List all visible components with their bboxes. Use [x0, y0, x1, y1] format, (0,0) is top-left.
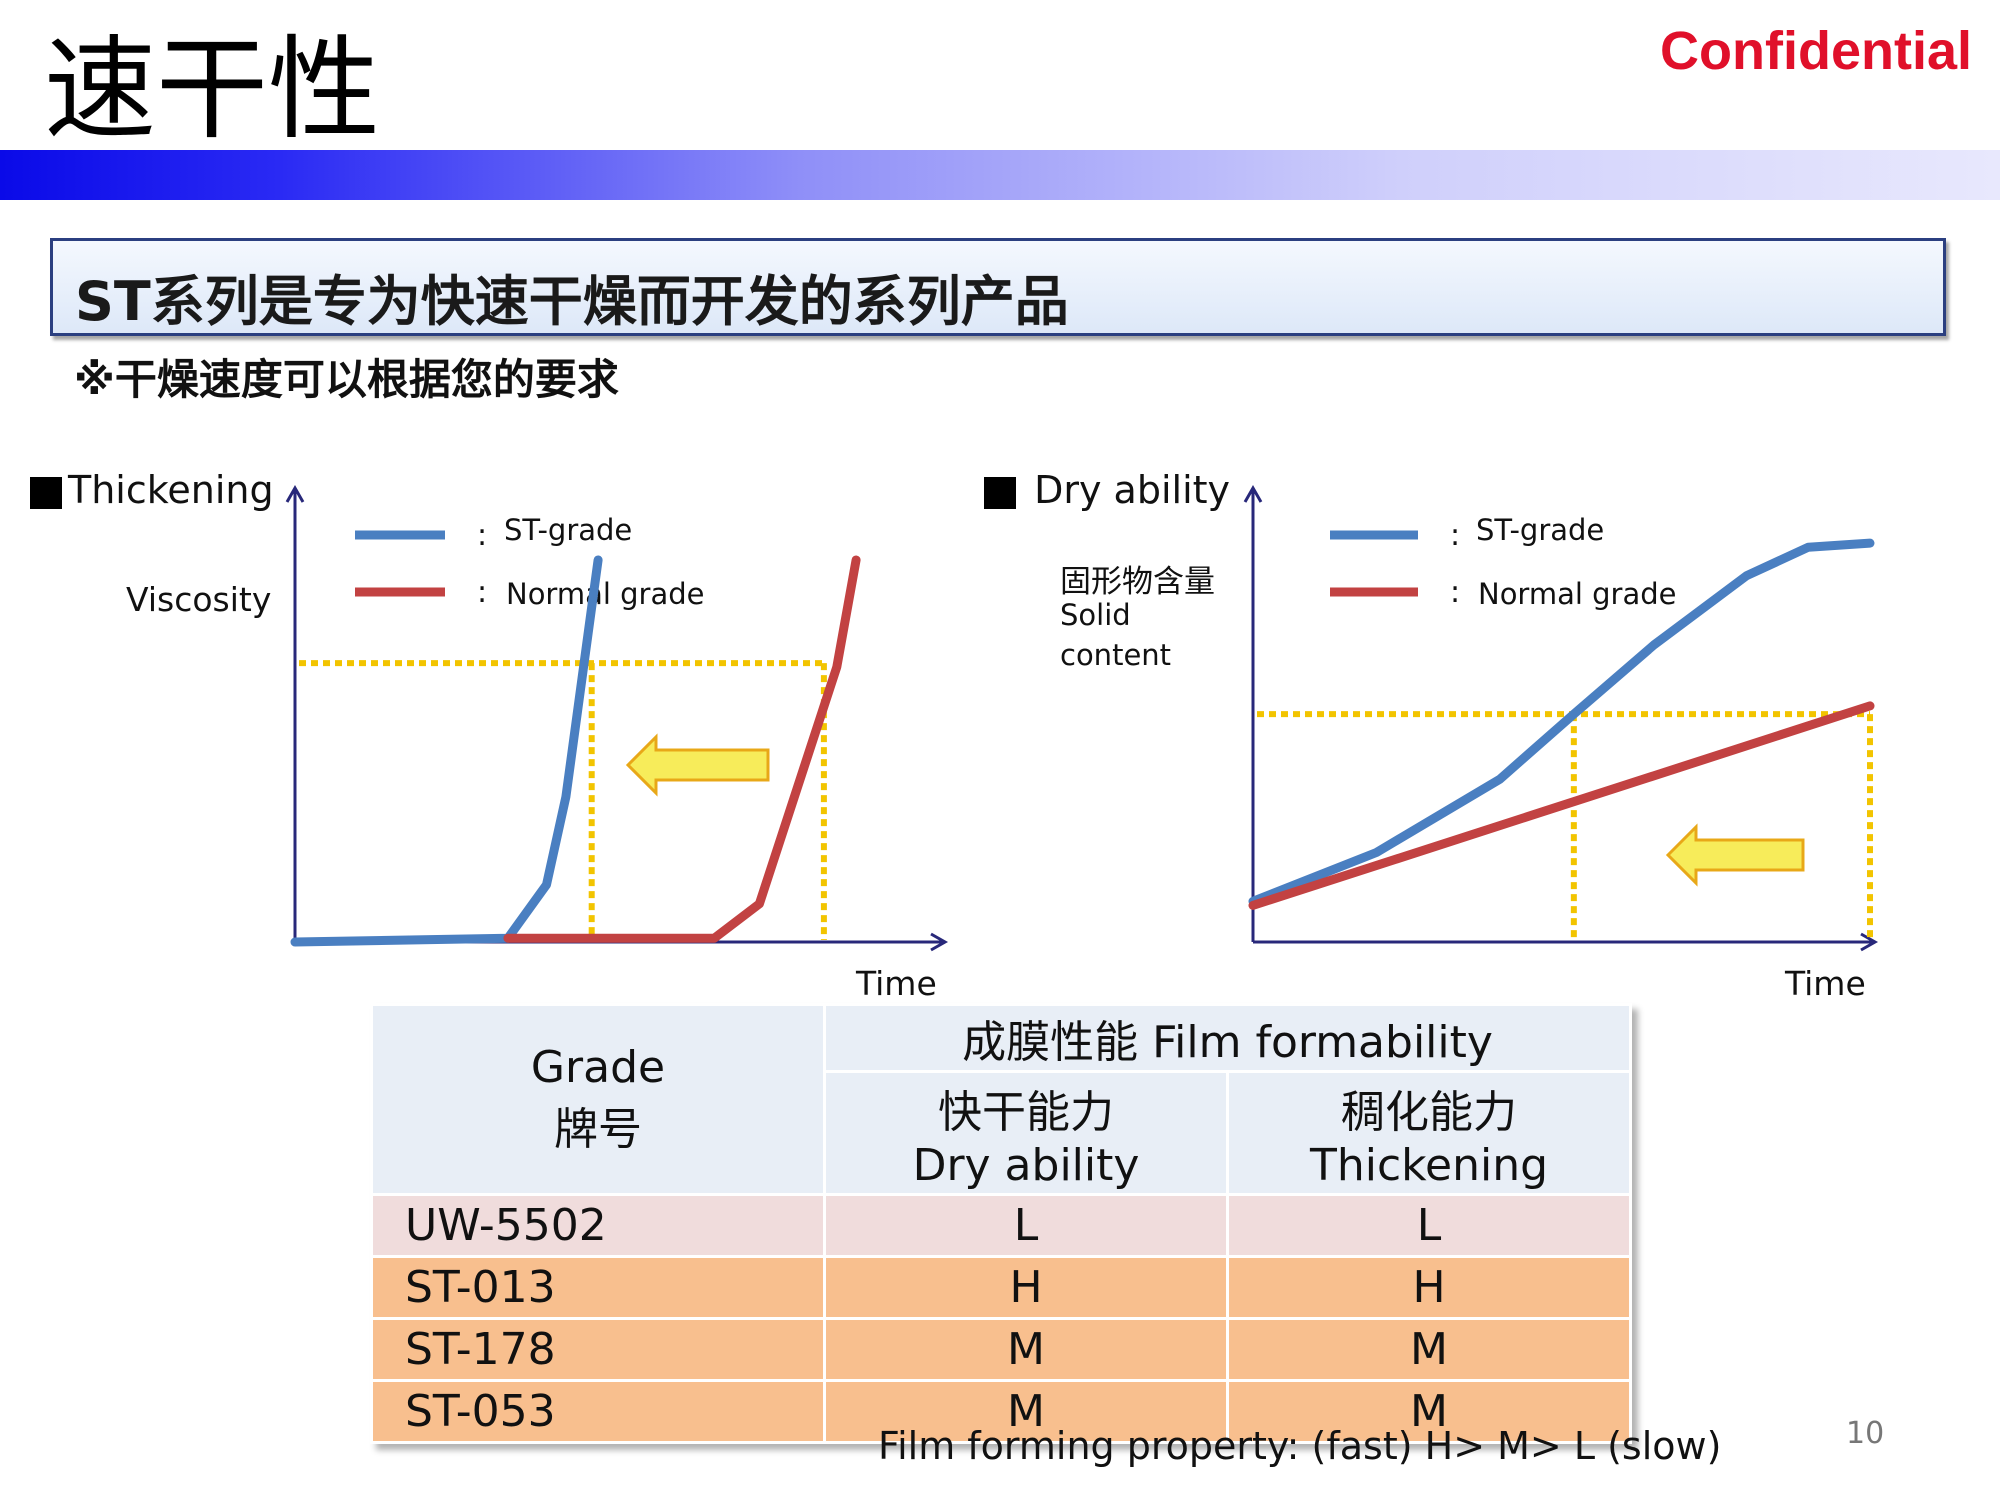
dry-cell: M	[823, 1379, 1229, 1444]
left-legend-colon: :	[477, 518, 487, 553]
left-chart-title-text: Thickening	[68, 468, 274, 512]
right-y-label-en-2: content	[1060, 638, 1172, 672]
table-row: ST-178 M M	[370, 1317, 1632, 1382]
thick-header-cn: 稠化能力	[1341, 1086, 1517, 1138]
bullet-square-icon	[984, 476, 1016, 509]
dry-header-en: Dry ability	[912, 1139, 1140, 1191]
thick-cell: H	[1226, 1255, 1632, 1320]
thick-cell: M	[1226, 1379, 1632, 1444]
right-st-grade-line	[1248, 538, 1875, 906]
right-x-label: Time	[1785, 964, 1866, 1003]
table-row: UW-5502 L L	[370, 1193, 1632, 1258]
dry-header-cn: 快干能力	[938, 1086, 1114, 1138]
page-number: 10	[1846, 1416, 1885, 1451]
grade-table: Grade 牌号 成膜性能 Film formability 快干能力 Dry …	[370, 1003, 1632, 1444]
footnote: Film forming property: (fast) H> M> L (s…	[878, 1424, 1722, 1468]
grade-header-cn: 牌号	[554, 1104, 642, 1155]
dry-header-cell: 快干能力 Dry ability	[823, 1070, 1229, 1196]
right-y-label-cn: 固形物含量	[1060, 564, 1215, 600]
left-left-arrow-icon	[625, 733, 770, 797]
headline-text: ST系列是专为快速干燥而开发的系列产品	[75, 270, 1069, 333]
right-legend-normal: Normal grade	[1478, 577, 1677, 611]
left-y-label: Viscosity	[126, 580, 272, 619]
thick-cell: M	[1226, 1317, 1632, 1382]
right-normal-grade-line	[1248, 701, 1875, 910]
dry-cell: L	[823, 1193, 1229, 1258]
grade-header-cell: Grade 牌号	[370, 1003, 826, 1196]
grade-header-en: Grade	[530, 1042, 666, 1093]
left-y-axis-arrowhead	[285, 484, 305, 503]
left-legend-normal: Normal grade	[506, 577, 705, 611]
grade-cell: UW-5502	[370, 1193, 826, 1258]
left-x-axis-arrowhead	[930, 932, 949, 952]
right-left-arrow-icon	[1665, 823, 1805, 887]
right-chart-title-text: Dry ability	[1034, 468, 1231, 512]
confidential-label: Confidential	[1660, 21, 1972, 81]
group-header-cell: 成膜性能 Film formability	[823, 1003, 1632, 1073]
thick-header-cell: 稠化能力 Thickening	[1226, 1070, 1632, 1196]
grade-cell: ST-013	[370, 1255, 826, 1320]
right-chart-title: Dry ability	[984, 468, 1230, 512]
right-legend-st: ST-grade	[1476, 513, 1605, 547]
left-normal-grade-line	[503, 555, 861, 943]
left-legend-colon: :	[477, 575, 487, 610]
thick-cell: L	[1226, 1193, 1632, 1258]
table-row: ST-013 H H	[370, 1255, 1632, 1320]
title-gradient-band	[0, 150, 2000, 200]
note-text: ※干燥速度可以根据您的要求	[74, 355, 619, 404]
charts-canvas: ::::	[285, 484, 1879, 952]
grade-cell: ST-178	[370, 1317, 826, 1382]
headline-box: ST系列是专为快速干燥而开发的系列产品	[50, 238, 1946, 336]
dry-cell: M	[823, 1317, 1229, 1382]
right-legend-colon: :	[1450, 518, 1460, 553]
right-legend-colon: :	[1450, 575, 1460, 610]
table-row: ST-053 M M	[370, 1379, 1632, 1444]
grade-cell: ST-053	[370, 1379, 826, 1444]
thick-header-en: Thickening	[1309, 1139, 1549, 1191]
left-st-grade-line	[290, 555, 603, 947]
right-x-axis-arrowhead	[1860, 932, 1879, 952]
right-y-label-en-1: Solid	[1060, 598, 1131, 632]
bullet-square-icon	[30, 476, 62, 509]
right-y-axis-arrowhead	[1243, 484, 1263, 503]
left-legend-st: ST-grade	[504, 513, 633, 547]
dry-cell: H	[823, 1255, 1229, 1320]
left-chart-title: Thickening	[30, 468, 274, 512]
left-x-label: Time	[856, 964, 937, 1003]
slide-title: 速干性	[44, 25, 380, 155]
